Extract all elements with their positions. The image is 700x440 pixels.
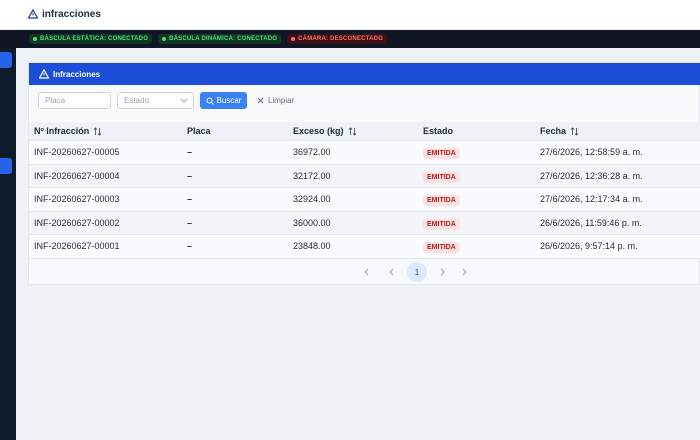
page-button[interactable]: 1	[407, 262, 427, 282]
table-cell: –	[187, 194, 193, 205]
sidebar-item[interactable]	[0, 52, 12, 68]
pagination: 1	[359, 262, 475, 282]
estado-placeholder: Estado	[124, 96, 149, 105]
table-cell: –	[187, 217, 193, 228]
table-row: INF-20260627-00003 – 32924.00 EMITIDA 27/6/2…	[29, 188, 700, 212]
sort-icon[interactable]	[570, 126, 579, 136]
status-pill: EMITIDA	[423, 242, 460, 254]
table-cell: EMITIDA	[423, 171, 460, 183]
column-header[interactable]: Exceso (kg)	[293, 126, 357, 136]
sidebar-item[interactable]	[0, 158, 12, 174]
table-cell: EMITIDA	[423, 241, 460, 254]
top-bar: infracciones	[0, 0, 700, 30]
table-row: INF-20260627-00004 – 32172.00 EMITIDA 27/6/2…	[29, 164, 700, 188]
table-cell: –	[187, 170, 193, 181]
column-label: Fecha	[540, 126, 567, 136]
table-row: INF-20260627-00002 – 36000.00 EMITIDA 26/6/2…	[29, 211, 700, 235]
search-button[interactable]: Buscar	[200, 92, 247, 109]
status-pill: EMITIDA	[423, 218, 460, 230]
card-header: Infracciones	[29, 63, 700, 85]
status-bar: BÁSCULA ESTÁTICA: CONECTADO BÁSCULA DINÁM…	[0, 30, 700, 48]
table-cell: 36972.00	[293, 147, 331, 158]
table-cell: 26/6/2026, 9:57:14 p. m.	[540, 241, 638, 252]
table-cell: INF-20260627-00003	[34, 194, 120, 205]
column-label: Placa	[187, 126, 211, 136]
sort-icon[interactable]	[348, 126, 357, 136]
table-cell: 27/6/2026, 12:36:28 a. m.	[540, 170, 643, 181]
table-cell: 36000.00	[293, 217, 331, 228]
table-cell: 27/6/2026, 12:58:59 a. m.	[540, 147, 643, 158]
table-row: INF-20260627-00001 – 23848.00 EMITIDA 26/6/2…	[29, 235, 700, 259]
table-cell: –	[187, 241, 193, 252]
prev-page[interactable]	[383, 263, 401, 281]
status-badge: BÁSCULA ESTÁTICA: CONECTADO	[29, 34, 153, 44]
table-cell: 27/6/2026, 12:17:34 a. m.	[540, 194, 643, 205]
search-label: Buscar	[216, 96, 242, 105]
status-dot	[291, 37, 296, 41]
table-header: Nº Infracción Placa Exceso (kg) Estado Fecha	[29, 122, 700, 141]
card: Infracciones Placa Estado Buscar Limpiar…	[28, 62, 700, 285]
column-header[interactable]: Nº Infracción	[34, 126, 102, 136]
table-cell: 32172.00	[293, 170, 331, 181]
status-dot	[33, 37, 37, 41]
table-cell: 26/6/2026, 11:59:46 p. m.	[540, 217, 642, 228]
column-header: Placa	[187, 126, 211, 136]
status-dot	[162, 37, 167, 41]
status-pill: EMITIDA	[423, 171, 460, 183]
table-cell: INF-20260627-00002	[34, 217, 120, 228]
table-cell: EMITIDA	[423, 218, 460, 230]
warning-icon	[28, 9, 38, 19]
status-label: CÁMARA: DESCONECTADO	[298, 36, 384, 42]
column-header: Estado	[423, 126, 453, 136]
sort-icon[interactable]	[93, 126, 102, 136]
column-label: Exceso (kg)	[293, 126, 344, 136]
status-badge: BÁSCULA DINÁMICA: CONECTADO	[158, 34, 282, 44]
status-pill: EMITIDA	[423, 148, 460, 160]
status-badge: CÁMARA: DESCONECTADO	[287, 34, 388, 44]
column-header[interactable]: Fecha	[540, 126, 579, 136]
table-cell: INF-20260627-00004	[34, 170, 120, 181]
table-cell: INF-20260627-00005	[34, 147, 120, 158]
status-pill: EMITIDA	[423, 195, 460, 207]
status-label: BÁSCULA DINÁMICA: CONECTADO	[169, 36, 278, 42]
estado-select[interactable]: Estado	[117, 92, 194, 109]
status-label: BÁSCULA ESTÁTICA: CONECTADO	[40, 36, 149, 42]
table-row: INF-20260627-00005 – 36972.00 EMITIDA 27/6/2…	[29, 141, 700, 165]
table-cell: –	[187, 147, 193, 158]
column-label: Nº Infracción	[34, 126, 90, 136]
clear-button[interactable]: Limpiar	[257, 92, 294, 109]
page-title: infracciones	[42, 9, 101, 20]
table-cell: 32924.00	[293, 194, 331, 205]
column-label: Estado	[423, 126, 454, 136]
card-title: Infracciones	[53, 69, 101, 79]
table-cell: EMITIDA	[423, 147, 460, 160]
table-cell: INF-20260627-00001	[34, 241, 120, 252]
table-cell: EMITIDA	[423, 194, 460, 207]
last-page[interactable]	[457, 263, 475, 281]
table-cell: 23848.00	[293, 241, 331, 252]
clear-label: Limpiar	[268, 96, 295, 105]
sidebar	[0, 30, 16, 440]
first-page[interactable]	[359, 263, 377, 281]
placa-input[interactable]: Placa	[38, 92, 111, 109]
next-page[interactable]	[433, 263, 451, 281]
warning-icon	[39, 69, 49, 79]
